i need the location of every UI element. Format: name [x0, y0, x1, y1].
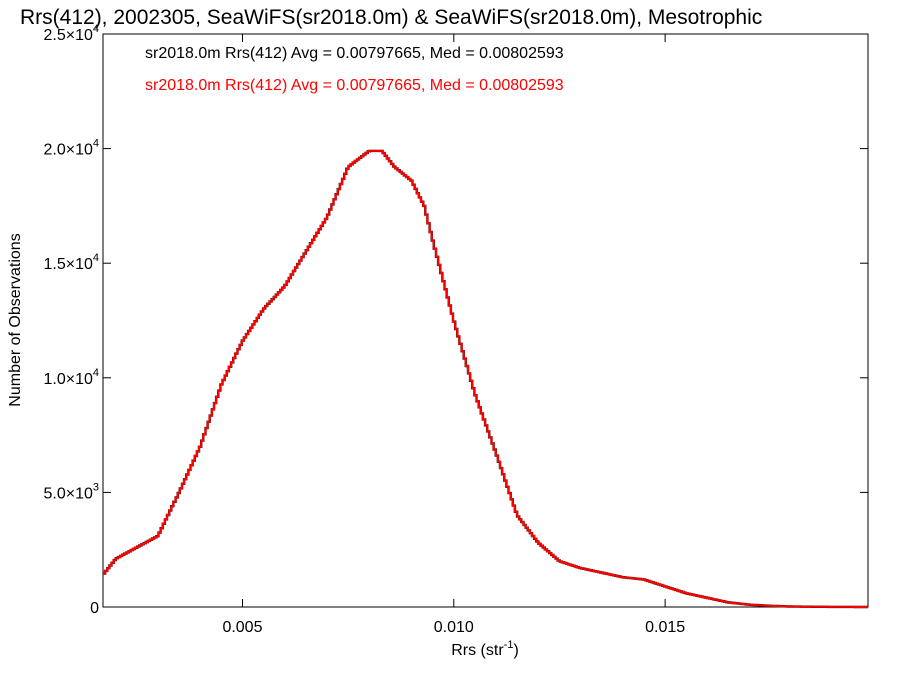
series-layer	[103, 149, 868, 609]
histogram-line-red	[103, 149, 868, 608]
y-tick-label: 1.5×104	[43, 252, 99, 273]
x-tick-label: 0.010	[434, 619, 474, 636]
legend-entry-red: sr2018.0m Rrs(412) Avg = 0.00797665, Med…	[145, 77, 564, 94]
x-axis-ticks: 0.005 0.010 0.015	[222, 34, 685, 636]
plot-frame	[102, 33, 869, 608]
y-tick-label: 2.0×104	[43, 138, 99, 159]
x-axis-label-end: )	[513, 642, 518, 659]
legend-entry-black: sr2018.0m Rrs(412) Avg = 0.00797665, Med…	[145, 45, 564, 62]
chart-title: Rrs(412), 2002305, SeaWiFS(sr2018.0m) & …	[20, 6, 762, 29]
x-axis-label: Rrs (str-1)	[451, 639, 519, 659]
histogram-line-black	[103, 149, 868, 609]
y-tick-label: 0	[90, 600, 99, 617]
x-axis-label-superscript: -1	[504, 639, 514, 651]
x-axis-label-base: Rrs (str	[451, 642, 504, 659]
y-tick-label: 1.0×104	[43, 367, 99, 388]
y-tick-label: 5.0×103	[43, 481, 99, 502]
x-tick-label: 0.015	[645, 619, 685, 636]
y-axis-ticks: 0 5.0×103 1.0×104 1.5×104 2.0×104 2.5×104	[43, 23, 868, 617]
y-axis-label: Number of Observations	[7, 233, 24, 406]
y-tick-label: 2.5×104	[43, 23, 99, 44]
x-tick-label: 0.005	[222, 619, 262, 636]
